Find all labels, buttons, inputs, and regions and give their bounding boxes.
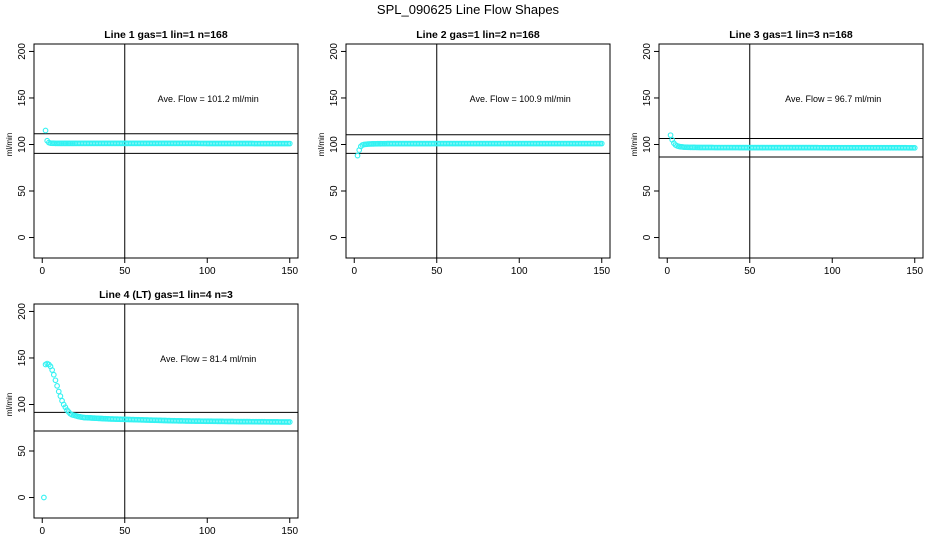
x-tick-label: 50 (119, 266, 131, 277)
y-tick-label: 0 (17, 234, 28, 240)
chart-title: Line 1 gas=1 lin=1 n=168 (104, 29, 228, 41)
y-tick-label: 150 (17, 89, 28, 106)
plot-frame (33, 43, 299, 259)
x-tick-label: 150 (593, 266, 610, 277)
x-tick-label: 0 (39, 266, 45, 277)
page-title: SPL_090625 Line Flow Shapes (376, 2, 560, 17)
data-point (42, 127, 49, 134)
data-point (354, 152, 361, 159)
data-point (74, 413, 80, 419)
chart-panel-2: Line 2 gas=1 lin=2 n=168 0 50 100 150 0 50 100 1… (317, 29, 611, 277)
x-tick-label: 50 (119, 526, 131, 537)
data-point (52, 377, 59, 384)
y-tick-label: 200 (329, 43, 340, 60)
y-tick-label: 50 (17, 445, 28, 457)
x-tick-label: 100 (199, 266, 216, 277)
chart-panel-3: Line 3 gas=1 lin=3 n=168 0 50 100 150 0 50 100 1… (630, 29, 924, 277)
chart-panel-1: Line 1 gas=1 lin=1 n=168 0 50 100 150 0 50 100 1… (5, 29, 299, 277)
y-axis-label: ml/min (317, 133, 326, 157)
chart-title: Line 3 gas=1 lin=3 n=168 (729, 29, 853, 41)
x-tick-label: 0 (351, 266, 357, 277)
x-tick-label: 0 (39, 526, 45, 537)
data-point (41, 494, 47, 501)
y-tick-label: 0 (17, 494, 28, 500)
chart-title: Line 2 gas=1 lin=2 n=168 (416, 29, 540, 41)
average-flow-annotation: Ave. Flow = 101.2 ml/min (158, 94, 259, 104)
x-tick-label: 50 (744, 266, 756, 277)
data-point (70, 412, 77, 419)
y-tick-label: 100 (17, 136, 28, 153)
data-point (62, 404, 69, 411)
data-point (362, 141, 369, 148)
x-tick-label: 100 (511, 266, 528, 277)
plot-frame (345, 43, 611, 259)
y-tick-label: 0 (642, 234, 653, 240)
chart-panel-4: Line 4 (LT) gas=1 lin=4 n=3 0 50 100 150 0 50 1… (5, 289, 299, 537)
data-point (597, 140, 604, 147)
x-tick-label: 150 (281, 266, 298, 277)
data-point (679, 144, 685, 150)
y-tick-label: 200 (642, 43, 653, 60)
x-tick-label: 50 (431, 266, 443, 277)
plot-frame (658, 43, 924, 259)
y-axis-label: ml/min (5, 133, 14, 157)
y-tick-label: 200 (17, 303, 28, 320)
x-tick-label: 100 (199, 526, 216, 537)
y-tick-label: 50 (17, 185, 28, 197)
x-tick-label: 0 (664, 266, 670, 277)
y-tick-label: 200 (17, 43, 28, 60)
y-tick-label: 100 (329, 136, 340, 153)
data-point (667, 132, 674, 139)
y-tick-label: 150 (642, 89, 653, 106)
x-tick-label: 150 (906, 266, 923, 277)
data-point (55, 388, 62, 395)
y-tick-label: 0 (329, 234, 340, 240)
y-tick-label: 50 (329, 185, 340, 197)
data-point (910, 144, 917, 151)
data-point (54, 383, 60, 389)
average-flow-annotation: Ave. Flow = 96.7 ml/min (785, 94, 881, 104)
y-tick-label: 100 (642, 136, 653, 153)
y-tick-label: 100 (17, 396, 28, 413)
data-point (50, 371, 57, 378)
y-tick-label: 50 (642, 185, 653, 197)
y-tick-label: 150 (329, 89, 340, 106)
x-tick-label: 100 (824, 266, 841, 277)
data-point (60, 401, 67, 408)
average-flow-annotation: Ave. Flow = 81.4 ml/min (160, 354, 256, 364)
data-point (285, 419, 292, 425)
average-flow-annotation: Ave. Flow = 100.9 ml/min (470, 94, 571, 104)
data-point (49, 367, 56, 373)
y-axis-label: ml/min (5, 393, 14, 417)
y-tick-label: 150 (17, 349, 28, 366)
plot-frame (33, 303, 299, 519)
x-tick-label: 150 (281, 526, 298, 537)
y-axis-label: ml/min (630, 133, 639, 157)
chart-title: Line 4 (LT) gas=1 lin=4 n=3 (99, 289, 233, 301)
data-point (285, 140, 292, 147)
data-point (57, 393, 64, 399)
